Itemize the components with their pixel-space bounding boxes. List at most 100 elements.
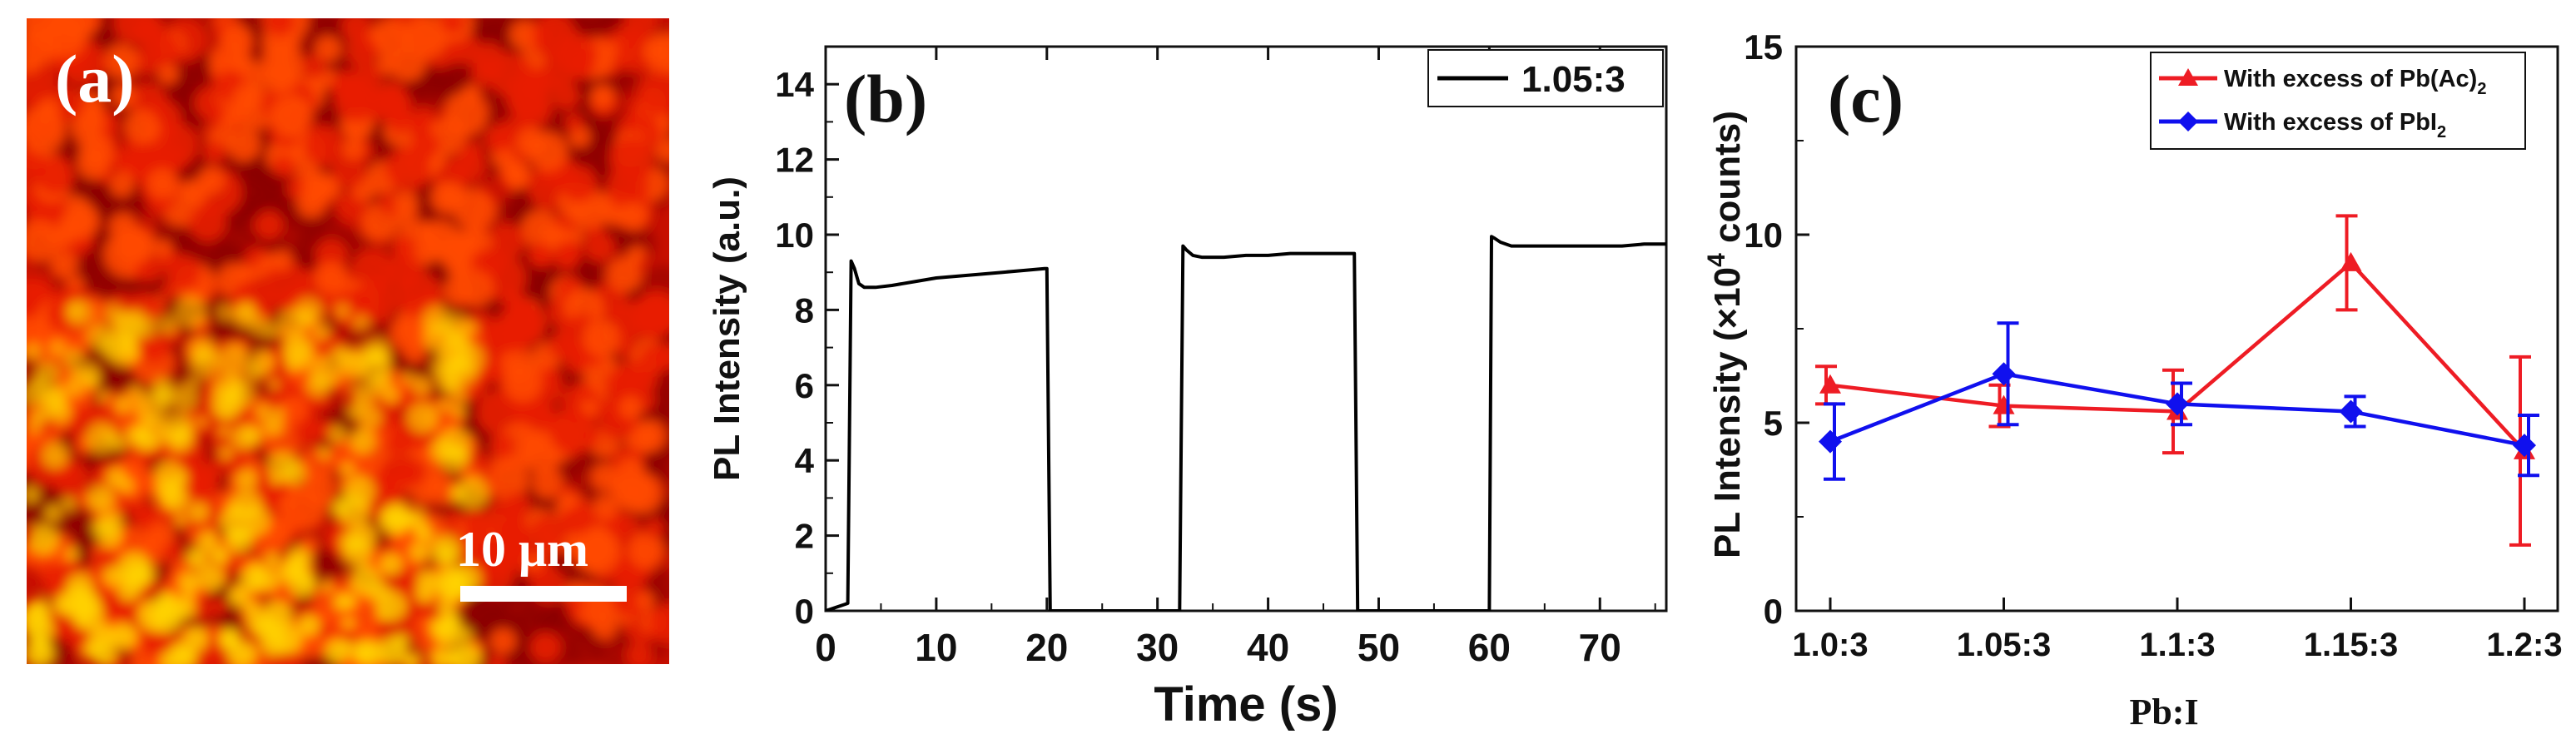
bright-grain (430, 438, 455, 463)
bright-grain (178, 572, 200, 593)
bright-grain (350, 382, 376, 409)
bright-grain (244, 364, 263, 383)
grain (604, 369, 638, 403)
grain (493, 310, 536, 353)
bright-grain (211, 387, 244, 420)
grain (345, 35, 379, 67)
bright-grain (186, 547, 209, 570)
grain (462, 509, 492, 539)
bright-grain (156, 389, 174, 408)
bright-grain (310, 355, 342, 388)
bright-grain (236, 469, 257, 490)
bright-grain (249, 561, 266, 578)
grain (104, 44, 140, 79)
legend-label-pbi2-sub: 2 (2437, 123, 2446, 141)
grain (294, 422, 320, 448)
bright-grain (350, 428, 375, 454)
data-point-diamond (2513, 434, 2536, 458)
grain (568, 126, 591, 148)
data-point-diamond (2166, 392, 2189, 416)
x-tick-label-b: 70 (1579, 626, 1621, 669)
bright-grain (174, 296, 206, 329)
grain (375, 87, 412, 124)
bright-grain (455, 476, 489, 509)
bright-grain (262, 415, 284, 436)
legend-c: With excess of Pb(Ac)2 With excess of Pb… (2150, 52, 2526, 150)
grain (375, 55, 397, 76)
bright-grain (342, 617, 355, 629)
panel-c-label: (c) (1828, 61, 1903, 136)
grain (170, 558, 190, 578)
y-tick-label-b: 4 (795, 441, 815, 480)
bright-grain (87, 485, 115, 513)
bright-grain (182, 627, 208, 652)
bright-grain (112, 435, 128, 452)
grain (226, 127, 261, 162)
bright-grain (117, 578, 141, 603)
series-group-c (1815, 214, 2539, 547)
grain (568, 58, 590, 80)
micrograph-grains (27, 18, 669, 664)
legend-label-1.05-3: 1.05:3 (1521, 59, 1626, 100)
bright-grain (128, 384, 143, 399)
bright-grain (171, 384, 198, 412)
bright-grain (265, 325, 279, 340)
bright-grain (272, 407, 285, 420)
y-tick-label-b: 6 (795, 366, 814, 405)
bright-grain (334, 303, 351, 320)
grain (386, 253, 423, 290)
legend-marker-pbac2 (2178, 68, 2198, 86)
bright-grain (336, 347, 357, 368)
grain (403, 340, 427, 364)
panel-b-label: (b) (844, 61, 927, 136)
bright-grain (227, 639, 256, 664)
grain (254, 210, 285, 241)
grain (643, 37, 669, 65)
grain (232, 84, 261, 113)
x-tick-label-b: 0 (815, 626, 836, 669)
x-tick-label-b: 30 (1136, 626, 1179, 669)
grain (227, 457, 246, 475)
bright-grain (118, 551, 151, 584)
bright-grain (231, 489, 262, 521)
grain (80, 109, 106, 135)
grain (301, 173, 335, 207)
data-point-diamond (2339, 399, 2363, 424)
grain (637, 592, 655, 610)
bright-grain (87, 324, 114, 350)
grain (528, 131, 568, 172)
legend-label-pbac2-sub: 2 (2477, 80, 2486, 98)
grain (618, 395, 643, 419)
grain (504, 492, 532, 520)
bright-grain (158, 315, 178, 335)
grain (392, 236, 416, 260)
grain (620, 201, 649, 231)
bright-grain (217, 344, 250, 376)
x-tick-labels-c: 1.0:3 1.05:3 1.1:3 1.15:3 1.2:3 (1792, 627, 2562, 663)
data-point-triangle (2340, 251, 2362, 271)
grain (551, 82, 580, 111)
bright-grain (27, 486, 40, 503)
legend-b: 1.05:3 (1427, 49, 1664, 107)
plot-frame-b (824, 45, 1668, 613)
bright-grain (120, 479, 135, 493)
bright-grain (27, 523, 59, 555)
grain (548, 330, 578, 360)
grain (124, 136, 157, 170)
axis-ticks-b (824, 47, 1656, 613)
grain (487, 459, 529, 501)
x-tick-label-c: 1.05:3 (1957, 627, 2051, 663)
grain-boundary (562, 625, 605, 664)
y-axis-label-c-main: PL Intensity (×10 (1707, 267, 1748, 558)
grain (558, 241, 583, 265)
legend-box-c (2150, 52, 2526, 150)
grain (591, 613, 618, 640)
scale-bar-label: 10 μm (456, 522, 588, 577)
x-tick-label-c: 1.2:3 (2486, 627, 2562, 663)
bright-grain (187, 501, 209, 523)
bright-grain (63, 349, 84, 369)
grain (648, 603, 669, 644)
bright-grain (340, 462, 355, 476)
y-tick-label-c: 10 (1744, 216, 1783, 255)
